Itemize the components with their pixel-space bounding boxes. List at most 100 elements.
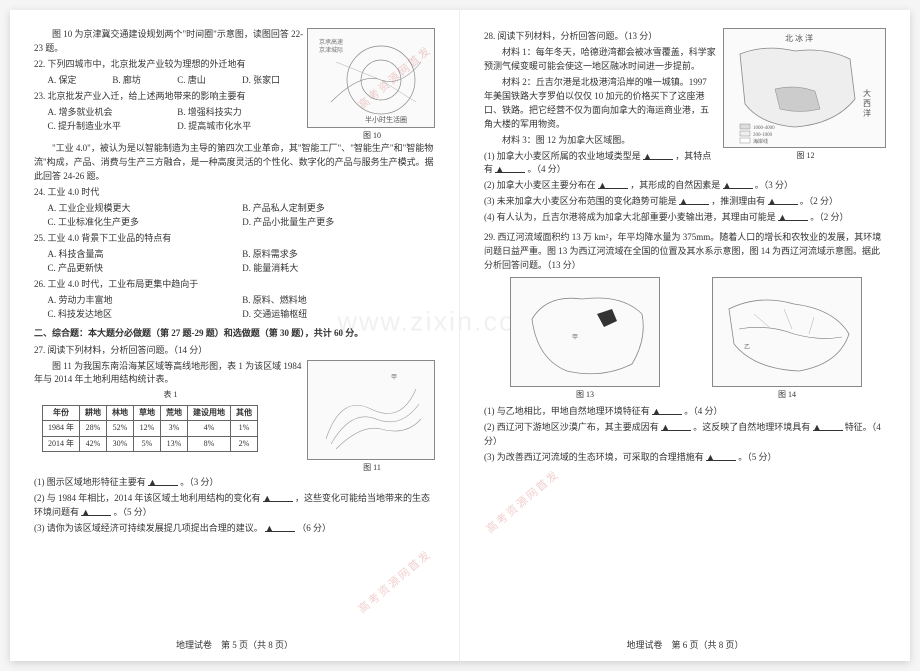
td: 3% <box>161 421 188 436</box>
svg-text:大 西 洋: 大 西 洋 <box>862 88 871 118</box>
q27-3-text: (3) 请你为该区域经济可持续发展提几项提出合理的建议。 <box>34 523 263 533</box>
q26-stem: 26. 工业 4.0 时代，工业布局更集中趋向于 <box>34 278 437 292</box>
canada-map-icon: 北 冰 洋 大 西 洋 1000-4000 200-1000 海岸线 <box>725 29 885 147</box>
td: 42% <box>80 436 107 451</box>
q27-stem: 27. 阅读下列材料，分析回答问题。（14 分） <box>34 344 437 358</box>
q26-d: D. 交通运输枢纽 <box>242 308 437 322</box>
map-sketch-icon: 京承高速 京津城际 半小时生活圈 <box>311 32 431 124</box>
q27-1-pts: 。（3 分） <box>180 477 218 487</box>
section-2-title: 二、综合题：本大题分必做题（第 27 题-29 题）和选做题（第 30 题），共… <box>34 327 437 341</box>
blank: ▲ <box>598 179 628 189</box>
blank: ▲ <box>661 421 691 431</box>
blank: ▲ <box>81 506 111 516</box>
fig13-caption: 图 13 <box>510 389 660 401</box>
svg-text:海岸线: 海岸线 <box>753 138 768 145</box>
fig12: 北 冰 洋 大 西 洋 1000-4000 200-1000 海岸线 <box>723 28 886 148</box>
q29-3: (3) 为改善西辽河流域的生态环境，可采取的合理措施有 ▲ 。（5 分） <box>484 451 888 465</box>
q22-b: B. 廊坊 <box>112 74 177 88</box>
th-4: 荒地 <box>161 405 188 420</box>
q25-c: C. 产品更新快 <box>48 262 243 276</box>
blank: ▲ <box>813 421 843 431</box>
q25-a: A. 科技含量高 <box>48 248 243 262</box>
q26-c: C. 科技发达地区 <box>48 308 243 322</box>
q28-3: (3) 未来加拿大小麦区分布范围的变化趋势可能是 ▲ ，推测理由有 ▲ 。（2 … <box>484 195 888 209</box>
blank: ▲ <box>263 492 293 502</box>
th-2: 林地 <box>107 405 134 420</box>
td: 52% <box>107 421 134 436</box>
page-spread: www.zixin.com.cn 高考资源网首发 高考资源网首发 京承高速 京津… <box>10 10 910 661</box>
fig11-box: 甲 图 11 <box>307 360 437 474</box>
q23-d: D. 提高城市化水平 <box>177 120 307 134</box>
blank: ▲ <box>768 195 798 205</box>
q28-3a: (3) 未来加拿大小麦区分布范围的变化趋势可能是 <box>484 196 677 206</box>
q28-3b: ，推测理由有 <box>711 196 765 206</box>
q29-2a: (2) 西辽河下游地区沙漠广布，其主要成因有 <box>484 422 659 432</box>
q28-3-pts: 。（2 分） <box>800 196 838 206</box>
fig11: 甲 <box>307 360 435 460</box>
contour-map-icon: 甲 <box>311 364 431 456</box>
q27-2a: (2) 与 1984 年相比，2014 年该区域土地利用结构的变化有 <box>34 493 261 503</box>
svg-text:半小时生活圈: 半小时生活圈 <box>365 115 407 124</box>
fig11-caption: 图 11 <box>307 462 437 474</box>
th-1: 耕地 <box>80 405 107 420</box>
q29-1a: (1) 与乙地相比，甲地自然地理环境特征有 <box>484 406 650 416</box>
q29-1-pts: 。（4 分） <box>684 406 722 416</box>
q26-a: A. 劳动力丰富地 <box>48 294 243 308</box>
fig13-box: 甲 图 13 <box>510 277 660 401</box>
table-row: 2014 年 42% 30% 5% 13% 8% 2% <box>43 436 258 451</box>
q29-stem: 29. 西辽河流域面积约 13 万 km²，年平均降水量为 375mm。随着人口… <box>484 231 888 273</box>
q25-b: B. 原料需求多 <box>242 248 437 262</box>
watermark-diag-2: 高考资源网首发 <box>355 547 436 619</box>
q24-options: A. 工业企业规模更大 B. 产品私人定制更多 C. 工业标准化生产更多 D. … <box>48 202 438 230</box>
fig14-box: 乙 图 14 <box>712 277 862 401</box>
q27-2: (2) 与 1984 年相比，2014 年该区域土地利用结构的变化有 ▲ ，这些… <box>34 492 437 520</box>
china-outline-icon: 甲 <box>512 279 658 385</box>
th-3: 草地 <box>134 405 161 420</box>
q28-4-pts: 。（2 分） <box>810 212 848 222</box>
q27-2-pts: 。（5 分） <box>114 507 152 517</box>
q24-stem: 24. 工业 4.0 时代 <box>34 186 437 200</box>
q29-3a: (3) 为改善西辽河流域的生态环境，可采取的合理措施有 <box>484 452 704 462</box>
blank: ▲ <box>706 451 736 461</box>
q22-a: A. 保定 <box>48 74 113 88</box>
q22-d: D. 张家口 <box>242 74 307 88</box>
fig13: 甲 <box>510 277 660 387</box>
blank: ▲ <box>495 163 525 173</box>
fig10: 京承高速 京津城际 半小时生活圈 <box>307 28 435 128</box>
q23-options: A. 增多就业机会 B. 增强科技实力 C. 提升制造业水平 D. 提高城市化水… <box>48 106 308 134</box>
blank: ▲ <box>148 476 178 486</box>
td: 4% <box>188 421 231 436</box>
fig10-box: 京承高速 京津城际 半小时生活圈 图 10 <box>307 28 437 142</box>
page-5: 高考资源网首发 高考资源网首发 京承高速 京津城际 半小时生活圈 图 10 图 … <box>10 10 460 661</box>
q29-2: (2) 西辽河下游地区沙漠广布，其主要成因有 ▲ 。这反映了自然地理环境具有 ▲… <box>484 421 888 449</box>
intro-24-26: "工业 4.0"，被认为是以智能制造为主导的第四次工业革命，其"智能工厂"、"智… <box>34 142 437 184</box>
fig14: 乙 <box>712 277 862 387</box>
blank: ▲ <box>643 150 673 160</box>
q28-2-pts: 。（3 分） <box>755 180 793 190</box>
q24-a: A. 工业企业规模更大 <box>48 202 243 216</box>
svg-text:1000-4000: 1000-4000 <box>753 126 775 131</box>
blank: ▲ <box>265 522 295 532</box>
q29-1: (1) 与乙地相比，甲地自然地理环境特征有 ▲ 。（4 分） <box>484 405 888 419</box>
td: 30% <box>107 436 134 451</box>
watermark-diag-4: 高考资源网首发 <box>483 467 564 539</box>
td: 28% <box>80 421 107 436</box>
svg-text:甲: 甲 <box>391 374 397 381</box>
th-5: 建设用地 <box>188 405 231 420</box>
svg-text:京津城际: 京津城际 <box>319 46 343 54</box>
page-6: 高考资源网首发 高考资源网首发 北 冰 洋 大 西 洋 1000-4000 20… <box>460 10 910 661</box>
q22-options: A. 保定 B. 廊坊 C. 唐山 D. 张家口 <box>48 74 308 88</box>
table-header-row: 年份 耕地 林地 草地 荒地 建设用地 其他 <box>43 405 258 420</box>
table-1: 年份 耕地 林地 草地 荒地 建设用地 其他 1984 年 28% 52% 12… <box>42 405 258 452</box>
fig12-caption: 图 12 <box>723 150 888 162</box>
fig10-caption: 图 10 <box>307 130 437 142</box>
q28-4a: (4) 有人认为，丘吉尔港将成为加拿大北部重要小麦输出港，其理由可能是 <box>484 212 776 222</box>
q23-a: A. 增多就业机会 <box>48 106 178 120</box>
td: 8% <box>188 436 231 451</box>
q26-options: A. 劳动力丰富地 B. 原料、燃料地 C. 科技发达地区 D. 交通运输枢纽 <box>48 294 438 322</box>
fig14-caption: 图 14 <box>712 389 862 401</box>
q26-b: B. 原料、燃料地 <box>242 294 437 308</box>
q28-1a: (1) 加拿大小麦区所属的农业地域类型是 <box>484 151 641 161</box>
q27-1-text: (1) 图示区域地形特征主要有 <box>34 477 146 487</box>
q22-c: C. 唐山 <box>177 74 242 88</box>
